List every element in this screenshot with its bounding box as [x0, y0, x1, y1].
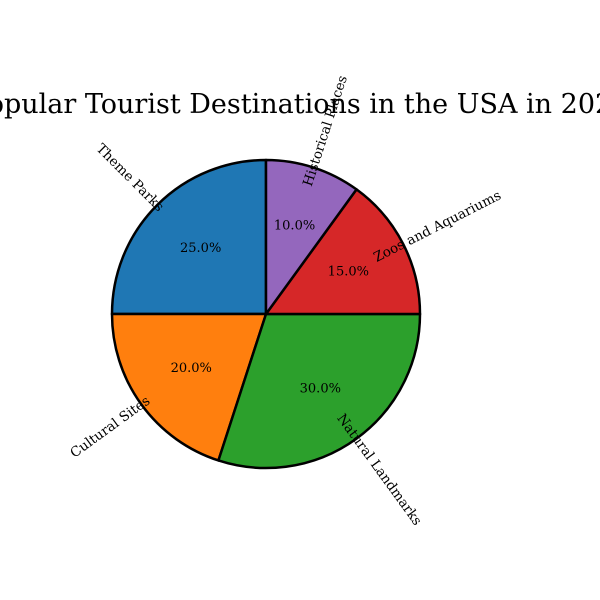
category-label-natural-landmarks: Natural Landmarks: [333, 411, 425, 529]
pie-slice-historical-places: [264, 158, 358, 316]
percent-label-natural-landmarks: 30.0%: [300, 381, 341, 396]
percent-label-zoos-and-aquariums: 15.0%: [328, 265, 369, 280]
pie-slice-cultural-sites: [110, 312, 268, 462]
pie-slice-zoos-and-aquariums: [264, 188, 422, 316]
percent-label-historical-places: 10.0%: [274, 219, 315, 234]
pie-slice-natural-landmarks: [217, 312, 422, 470]
percent-label-cultural-sites: 20.0%: [171, 361, 212, 376]
category-label-cultural-sites: Cultural Sites: [67, 393, 153, 462]
category-label-theme-parks: Theme Parks: [93, 141, 167, 215]
percent-label-theme-parks: 25.0%: [180, 241, 221, 256]
pie-slice-theme-parks: [110, 158, 268, 316]
pie-slices: [110, 158, 422, 470]
percent-labels: 25.0% 20.0% 30.0% 15.0% 10.0%: [171, 219, 369, 397]
chart-title: Popular Tourist Destinations in the USA …: [0, 89, 600, 120]
